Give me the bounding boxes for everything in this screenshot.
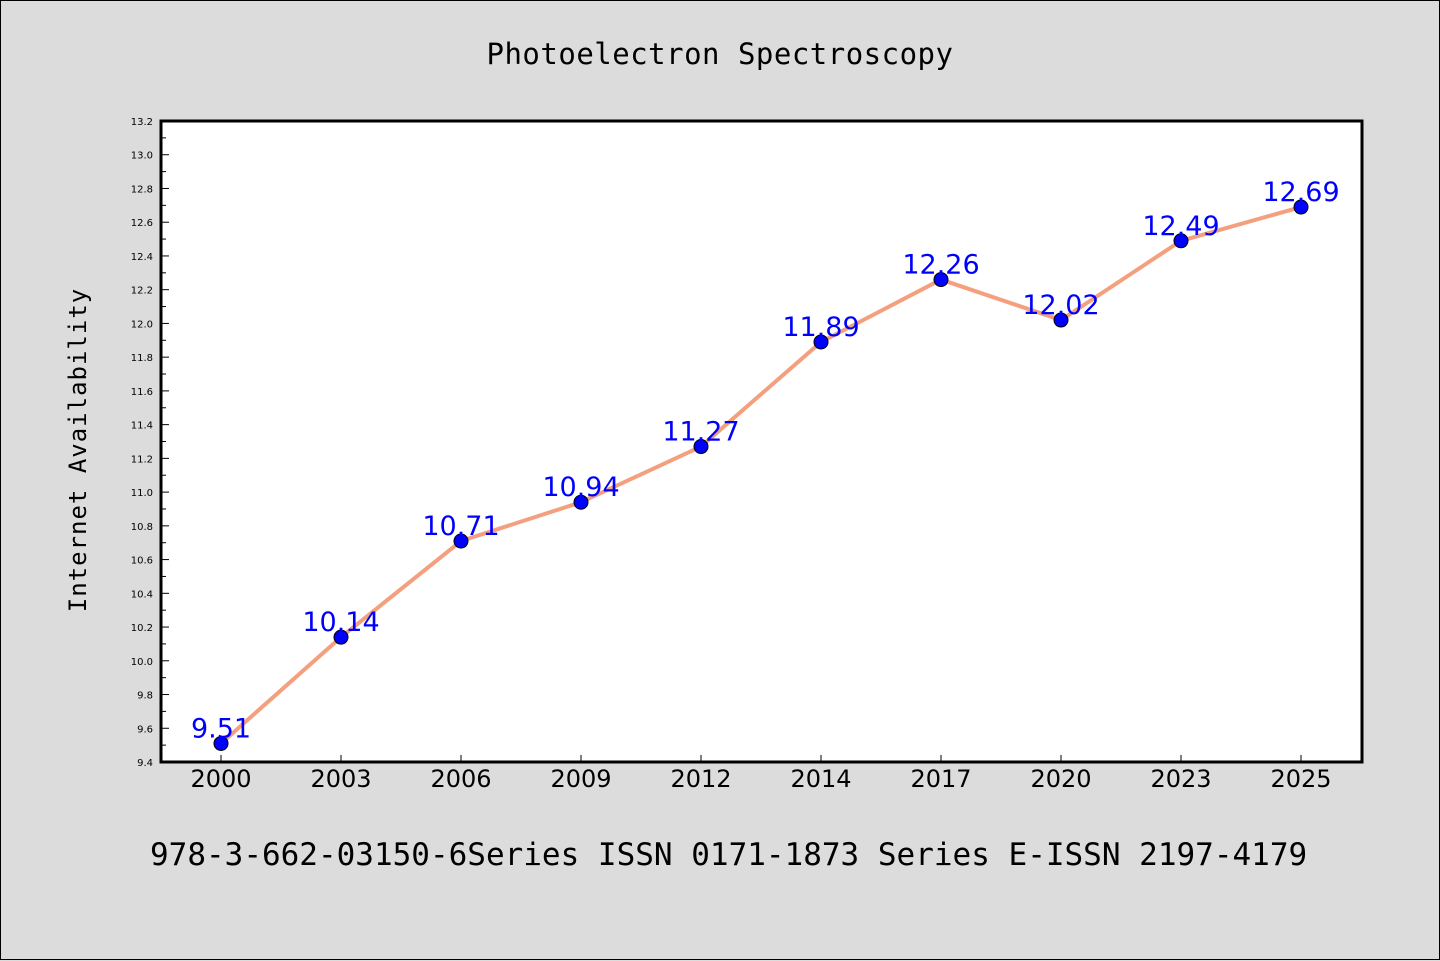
y-tick-label: 10.4 [131, 589, 153, 600]
y-axis-label: Internet Availability [64, 288, 92, 612]
y-tick-label: 12.2 [131, 286, 153, 297]
data-point [933, 272, 949, 288]
data-point [573, 494, 589, 510]
y-tick-label: 11.2 [131, 454, 153, 465]
y-tick-label: 12.0 [131, 319, 153, 330]
y-tick-label: 9.6 [137, 724, 153, 735]
y-tick-label: 12.6 [131, 218, 153, 229]
y-tick-label: 9.8 [137, 691, 153, 702]
x-tick-label: 2009 [550, 765, 611, 793]
data-label: 12.26 [902, 250, 979, 281]
data-label: 12.69 [1262, 177, 1339, 208]
y-tick-label: 12.4 [131, 252, 153, 263]
y-tick-label: 13.2 [131, 117, 153, 128]
data-labels: 9.51 10.14 10.71 10.94 11.27 11.89 12.26 12.02 1… [191, 177, 1340, 744]
data-label: 9.51 [191, 713, 251, 744]
y-tick-label: 10.8 [131, 522, 153, 533]
data-label: 12.02 [1022, 290, 1099, 321]
x-tick-label: 2025 [1270, 765, 1331, 793]
data-point [453, 533, 469, 549]
y-axis-ticks: 9.4 9.6 9.8 10.0 10.2 10.4 10.6 10.8 11.0 11.2 11.… [131, 117, 169, 769]
y-tick-label: 10.6 [131, 556, 153, 567]
data-point [693, 439, 709, 455]
y-tick-label: 13.0 [131, 151, 153, 162]
y-tick-label: 12.8 [131, 184, 153, 195]
data-label: 10.14 [302, 607, 379, 638]
x-tick-label: 2006 [430, 765, 491, 793]
y-tick-label: 11.0 [131, 488, 153, 499]
y-tick-label: 9.4 [137, 758, 153, 769]
data-points [213, 199, 1309, 751]
y-tick-label: 10.0 [131, 657, 153, 668]
data-point [1173, 233, 1189, 249]
footer-isbn-text: 978-3-662-03150-6Series ISSN 0171-1873 S… [150, 837, 1307, 873]
data-point [213, 735, 229, 751]
y-tick-label: 11.8 [131, 353, 153, 364]
data-point [1293, 199, 1309, 215]
y-tick-label: 11.6 [131, 387, 153, 398]
x-tick-label: 2014 [790, 765, 851, 793]
x-tick-label: 2003 [310, 765, 371, 793]
series-line-group [219, 205, 1302, 745]
series-line [219, 205, 1302, 745]
y-tick-label: 10.2 [131, 623, 153, 634]
y-tick-label: 11.4 [131, 421, 153, 432]
data-label: 12.49 [1142, 211, 1219, 242]
x-tick-label: 2020 [1030, 765, 1091, 793]
data-point [333, 629, 349, 645]
data-point [1053, 312, 1069, 328]
data-label: 11.27 [662, 417, 739, 448]
data-point [813, 334, 829, 350]
x-tick-label: 2012 [670, 765, 731, 793]
data-label: 10.94 [542, 472, 619, 503]
chart-title: Photoelectron Spectroscopy [487, 37, 954, 71]
x-tick-label: 2023 [1150, 765, 1211, 793]
plot-area [159, 119, 1364, 764]
x-tick-label: 2000 [190, 765, 251, 793]
x-axis-ticks: 2000 2003 2006 2009 2012 2014 2017 2020 2023 2025 [190, 755, 1332, 793]
x-tick-label: 2017 [910, 765, 971, 793]
data-label: 11.89 [782, 312, 859, 343]
data-label: 10.71 [422, 511, 499, 542]
